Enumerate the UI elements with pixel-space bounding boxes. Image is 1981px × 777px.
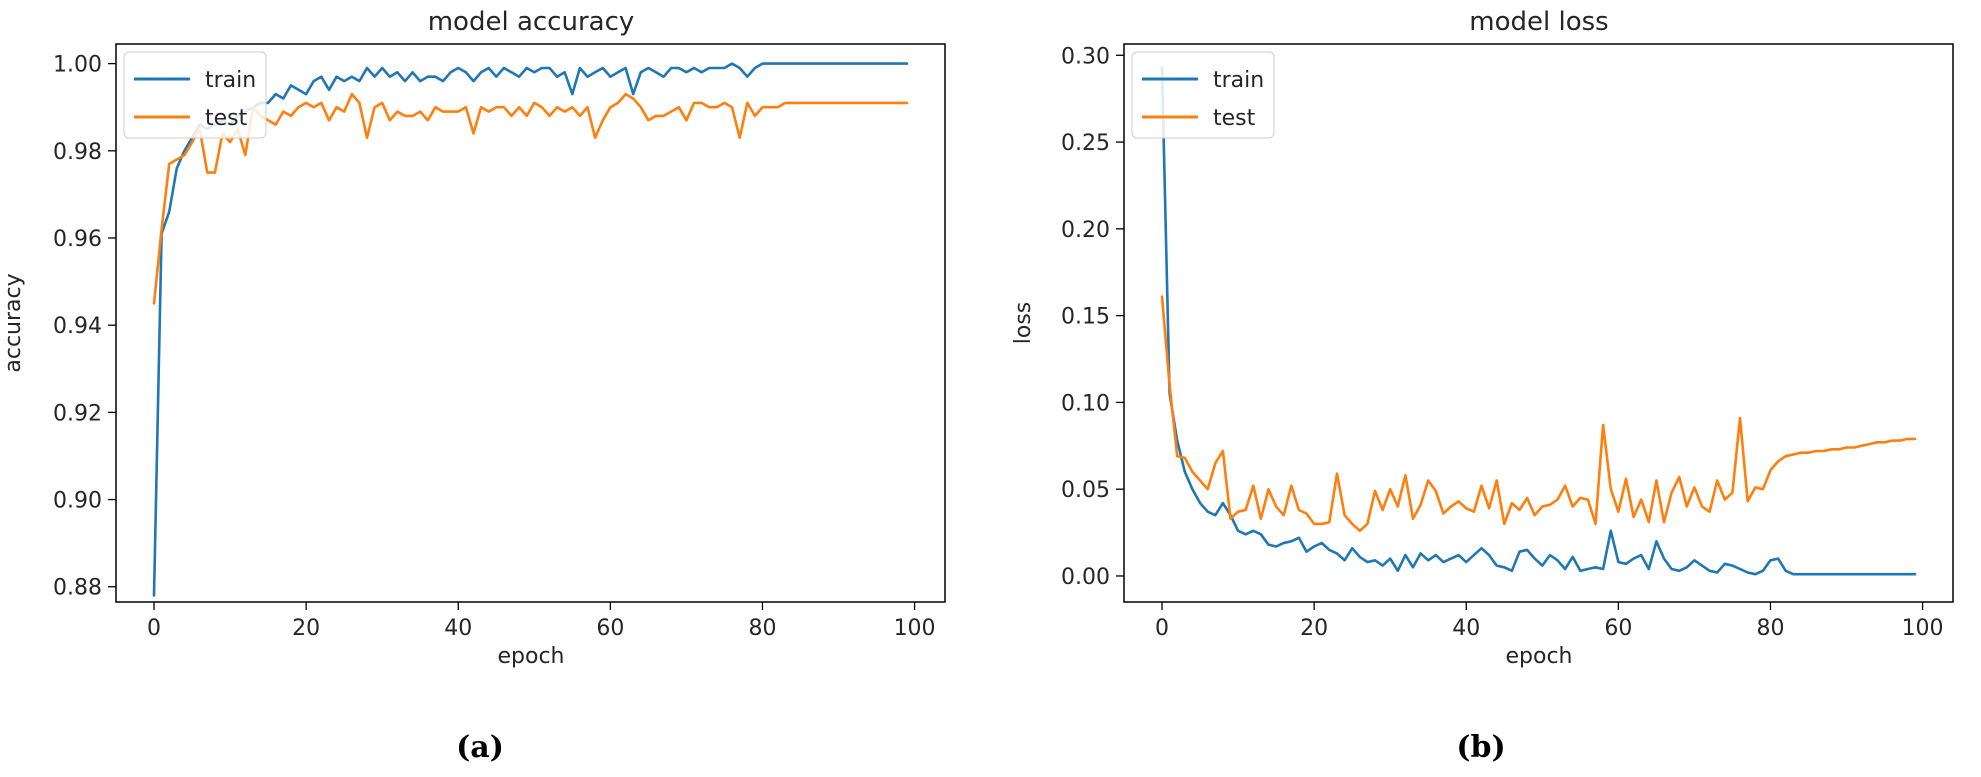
acc-train-line xyxy=(152,62,909,597)
loss-chart-title: model loss xyxy=(1469,7,1608,37)
loss-legend-test-label: test xyxy=(1213,106,1256,131)
loss-test-line xyxy=(1160,295,1917,533)
accuracy-x-axis-label: epoch xyxy=(498,644,565,669)
accuracy-plot-frame xyxy=(115,43,946,603)
accuracy-series-layer xyxy=(152,62,909,597)
accuracy-y-axis-label: accuracy xyxy=(1,273,26,372)
loss-y-tick-label: 0.30 xyxy=(1061,44,1110,69)
acc-y-tick-label: 0.88 xyxy=(53,576,102,601)
loss-x-tick-label: 60 xyxy=(1604,616,1632,641)
acc-x-tick-label: 100 xyxy=(894,616,936,641)
loss-train-line xyxy=(1160,66,1917,576)
acc-x-tick-label: 0 xyxy=(147,616,161,641)
loss-y-tick-label: 0.25 xyxy=(1061,131,1110,156)
acc-test-line xyxy=(152,92,909,305)
loss-x-tick-label: 40 xyxy=(1452,616,1480,641)
loss-chart: model loss 0 20 40 60 80 1000.000.050.100.150… xyxy=(1011,7,1954,765)
loss-y-tick-label: 0.00 xyxy=(1061,565,1110,590)
acc-y-tick-label: 0.96 xyxy=(53,227,102,252)
loss-plot-frame xyxy=(1123,43,1954,603)
accuracy-legend: train test xyxy=(123,51,267,139)
acc-y-tick-label: 0.98 xyxy=(53,140,102,165)
loss-series-layer xyxy=(1160,66,1917,576)
loss-x-tick-label: 0 xyxy=(1155,616,1169,641)
accuracy-axes-ticks: 0 20 40 60 80 100 0.88 0.90 0.92 0.94 0.96 0.98 1.00 xyxy=(53,53,936,641)
loss-x-tick-label: 20 xyxy=(1300,616,1328,641)
loss-y-axis-label: loss xyxy=(1011,302,1036,345)
loss-x-axis-label: epoch xyxy=(1506,644,1573,669)
acc-y-tick-label: 0.94 xyxy=(53,314,102,339)
acc-x-tick-label: 20 xyxy=(292,616,320,641)
loss-legend: train test xyxy=(1131,51,1275,139)
loss-legend-train-label: train xyxy=(1213,68,1264,93)
accuracy-legend-train-label: train xyxy=(205,68,256,93)
accuracy-chart: model accuracy 0 20 40 60 80 1000.880.900.920… xyxy=(1,7,946,765)
acc-y-tick-label: 0.90 xyxy=(53,489,102,514)
loss-y-tick-label: 0.15 xyxy=(1061,305,1110,330)
accuracy-legend-test-label: test xyxy=(205,106,248,131)
accuracy-chart-title: model accuracy xyxy=(428,7,635,37)
loss-y-tick-label: 0.05 xyxy=(1061,478,1110,503)
acc-y-tick-label: 0.92 xyxy=(53,401,102,426)
acc-x-tick-label: 80 xyxy=(748,616,776,641)
loss-caption: (b) xyxy=(1456,730,1505,765)
acc-x-tick-label: 40 xyxy=(444,616,472,641)
loss-y-tick-label: 0.10 xyxy=(1061,391,1110,416)
loss-axes-ticks: 0 20 40 60 80 100 0.00 0.05 0.10 0.15 0.20 0.25 0.30 xyxy=(1061,44,1944,641)
accuracy-caption: (a) xyxy=(456,730,504,765)
loss-y-tick-label: 0.20 xyxy=(1061,218,1110,243)
loss-x-tick-label: 80 xyxy=(1756,616,1784,641)
acc-x-tick-label: 60 xyxy=(596,616,624,641)
loss-x-tick-label: 100 xyxy=(1902,616,1944,641)
acc-y-tick-label: 1.00 xyxy=(53,53,102,78)
